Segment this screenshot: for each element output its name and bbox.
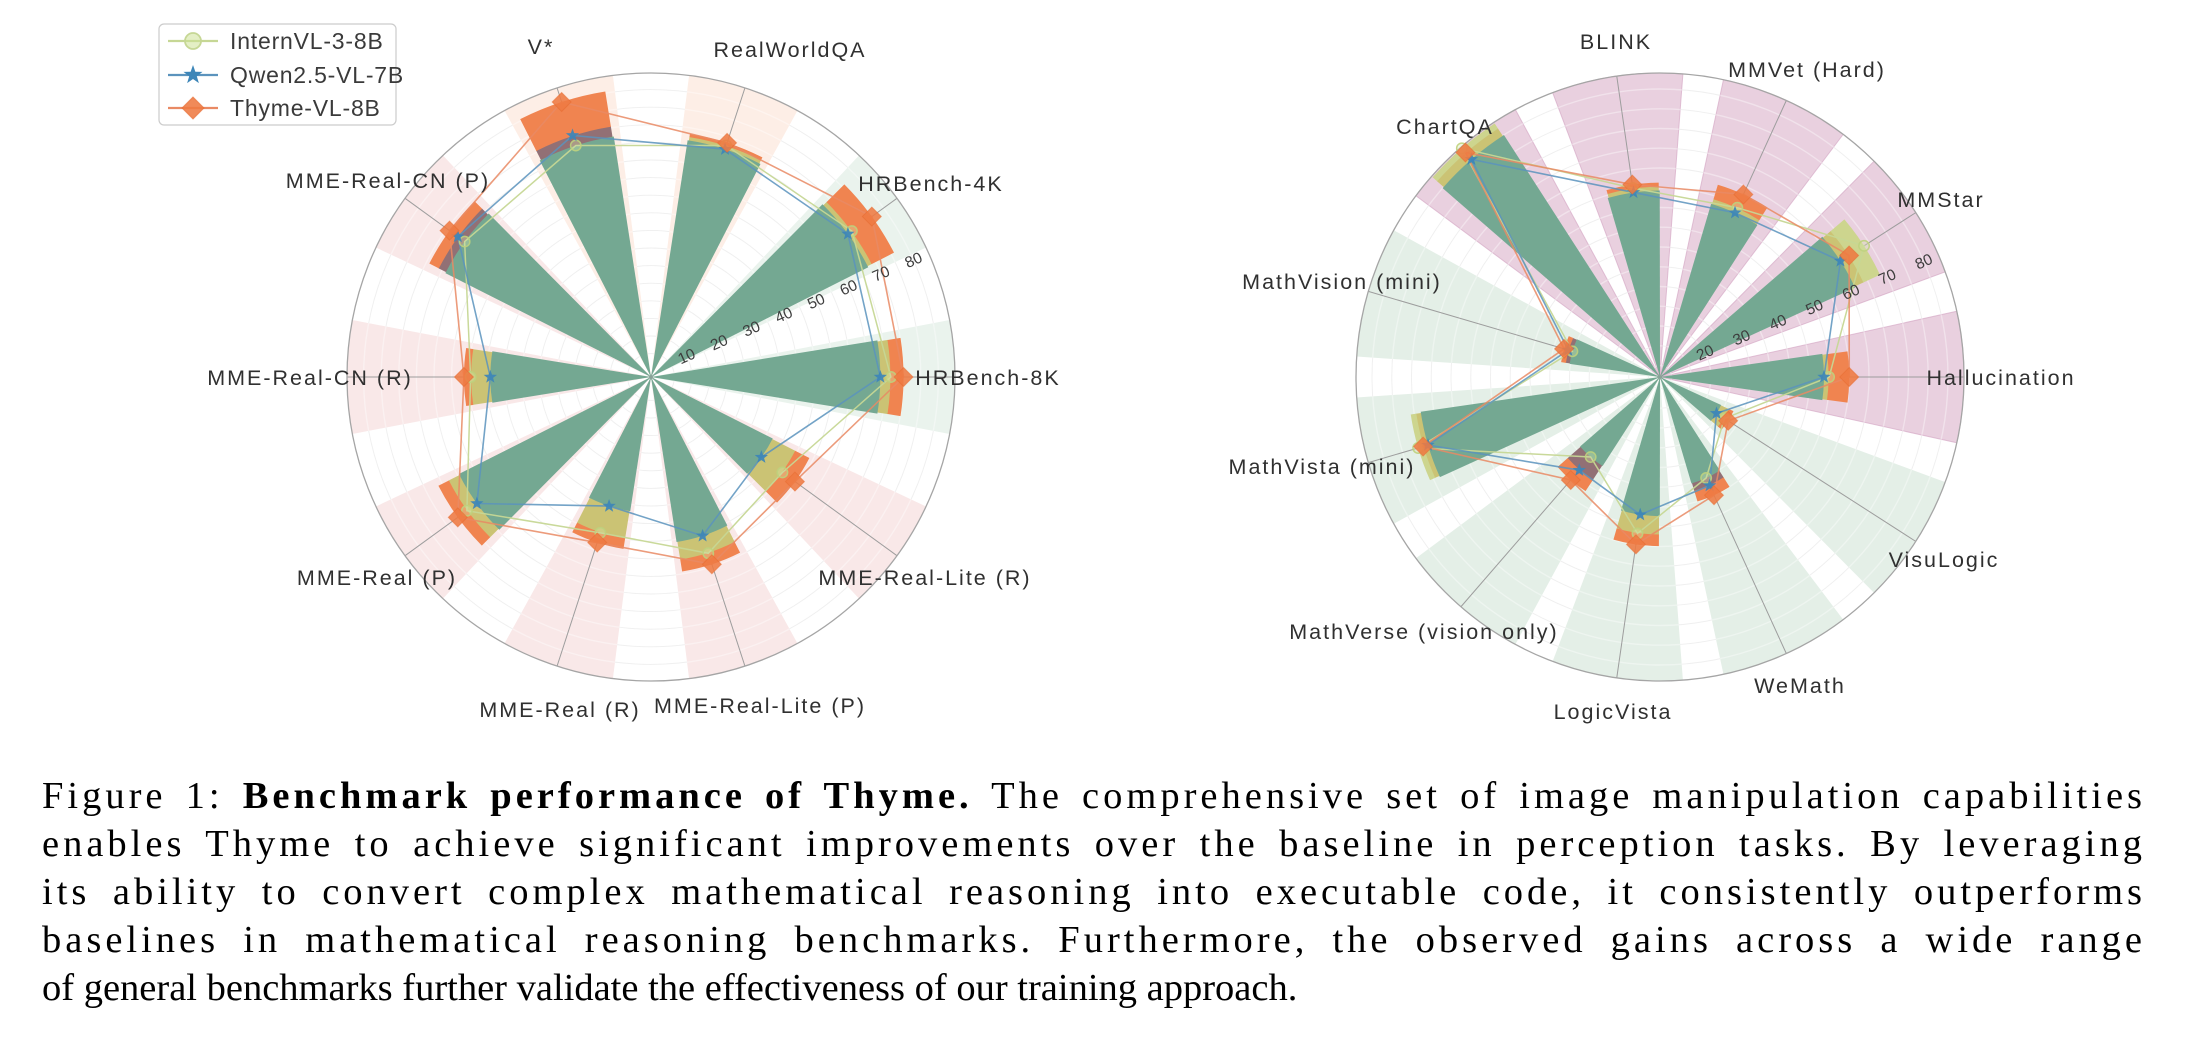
svg-text:InternVL-3-8B: InternVL-3-8B xyxy=(230,28,384,54)
svg-text:MME-Real (P): MME-Real (P) xyxy=(297,566,457,590)
svg-text:MMStar: MMStar xyxy=(1897,188,1984,212)
svg-text:MME-Real-Lite (P): MME-Real-Lite (P) xyxy=(654,694,866,718)
svg-text:V*: V* xyxy=(528,35,555,59)
svg-text:ChartQA: ChartQA xyxy=(1396,115,1494,139)
svg-text:60: 60 xyxy=(838,277,861,300)
svg-text:LogicVista: LogicVista xyxy=(1554,700,1673,724)
svg-text:MathVista (mini): MathVista (mini) xyxy=(1229,455,1416,479)
svg-text:20: 20 xyxy=(1694,342,1717,365)
svg-text:70: 70 xyxy=(1876,266,1899,289)
svg-text:30: 30 xyxy=(1730,327,1753,350)
svg-text:WeMath: WeMath xyxy=(1754,674,1846,698)
svg-text:RealWorldQA: RealWorldQA xyxy=(713,38,866,62)
svg-text:MME-Real-CN (R): MME-Real-CN (R) xyxy=(207,366,413,390)
svg-text:70: 70 xyxy=(870,263,893,286)
svg-text:MMVet (Hard): MMVet (Hard) xyxy=(1728,58,1886,82)
svg-text:HRBench-8K: HRBench-8K xyxy=(915,366,1060,390)
svg-text:MathVision (mini): MathVision (mini) xyxy=(1242,270,1442,294)
svg-text:HRBench-4K: HRBench-4K xyxy=(858,172,1003,196)
svg-text:80: 80 xyxy=(1913,251,1936,274)
svg-text:Thyme-VL-8B: Thyme-VL-8B xyxy=(230,95,381,121)
svg-text:Qwen2.5-VL-7B: Qwen2.5-VL-7B xyxy=(230,62,404,88)
svg-text:80: 80 xyxy=(902,249,925,272)
svg-text:60: 60 xyxy=(1840,281,1863,304)
svg-text:50: 50 xyxy=(805,290,828,313)
svg-text:40: 40 xyxy=(1767,311,1790,334)
svg-text:40: 40 xyxy=(773,304,796,327)
svg-text:MathVerse (vision only): MathVerse (vision only) xyxy=(1289,620,1558,644)
svg-text:VisuLogic: VisuLogic xyxy=(1889,548,2000,572)
svg-text:Hallucination: Hallucination xyxy=(1926,366,2075,390)
svg-text:MME-Real-Lite (R): MME-Real-Lite (R) xyxy=(818,566,1031,590)
svg-text:MME-Real (R): MME-Real (R) xyxy=(479,698,640,722)
svg-text:MME-Real-CN (P): MME-Real-CN (P) xyxy=(286,169,490,193)
svg-text:50: 50 xyxy=(1803,296,1826,319)
svg-text:30: 30 xyxy=(740,318,763,341)
svg-text:10: 10 xyxy=(676,345,699,368)
svg-text:BLINK: BLINK xyxy=(1580,30,1652,54)
svg-text:20: 20 xyxy=(708,332,731,355)
